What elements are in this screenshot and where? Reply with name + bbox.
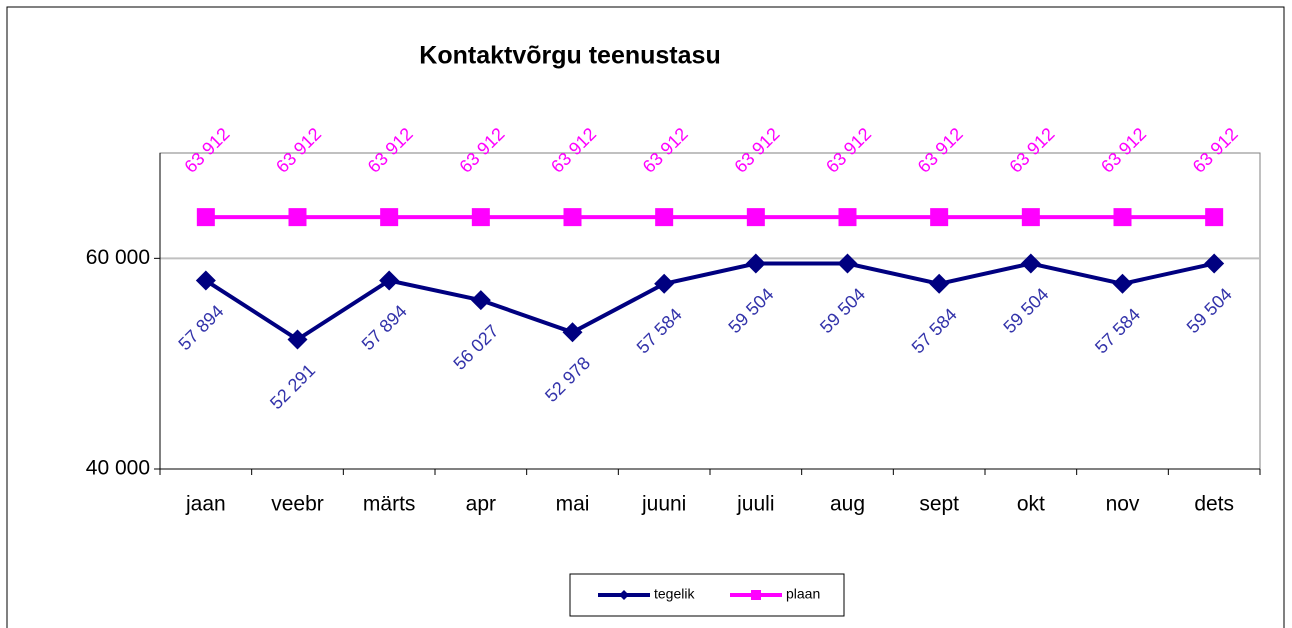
legend-marker <box>751 590 761 600</box>
x-tick-label: mai <box>556 493 590 516</box>
x-tick-label: juuli <box>736 493 774 516</box>
data-point <box>1020 253 1041 274</box>
data-point <box>1112 273 1133 294</box>
data-point <box>196 208 215 227</box>
data-point <box>930 208 949 227</box>
x-tick-label: sept <box>919 493 959 516</box>
y-tick-label: 40 000 <box>86 457 150 480</box>
data-point <box>379 270 400 291</box>
data-point <box>470 290 491 311</box>
legend-marker <box>619 590 629 600</box>
data-point <box>287 329 308 350</box>
x-tick-label: aug <box>830 493 865 516</box>
x-tick-label: apr <box>466 493 496 516</box>
data-point <box>380 208 399 227</box>
data-point <box>1021 208 1040 227</box>
y-tick-label: 60 000 <box>86 246 150 269</box>
data-point <box>837 253 858 274</box>
data-point <box>1113 208 1132 227</box>
x-tick-label: märts <box>363 493 416 516</box>
data-point <box>471 208 490 227</box>
legend-label: tegelik <box>654 586 695 602</box>
data-point <box>195 270 216 291</box>
data-point <box>288 208 307 227</box>
legend-label: plaan <box>786 586 820 602</box>
data-point <box>654 273 675 294</box>
x-tick-label: nov <box>1106 493 1140 516</box>
x-tick-label: juuni <box>641 493 686 516</box>
data-point <box>746 208 765 227</box>
plot-area <box>159 152 1261 470</box>
x-tick-label: veebr <box>271 493 324 516</box>
chart-title: Kontaktvõrgu teenustasu <box>419 42 720 70</box>
data-point <box>562 322 583 343</box>
x-tick-label: jaan <box>185 493 226 516</box>
series-line <box>204 261 1215 342</box>
data-point <box>563 208 582 227</box>
legend-box <box>569 573 845 617</box>
data-point <box>838 208 857 227</box>
data-point <box>655 208 674 227</box>
x-tick-label: okt <box>1017 493 1045 516</box>
data-point <box>1205 208 1224 227</box>
data-point <box>745 253 766 274</box>
data-point <box>1204 253 1225 274</box>
data-point <box>929 273 950 294</box>
x-tick-label: dets <box>1194 493 1234 516</box>
